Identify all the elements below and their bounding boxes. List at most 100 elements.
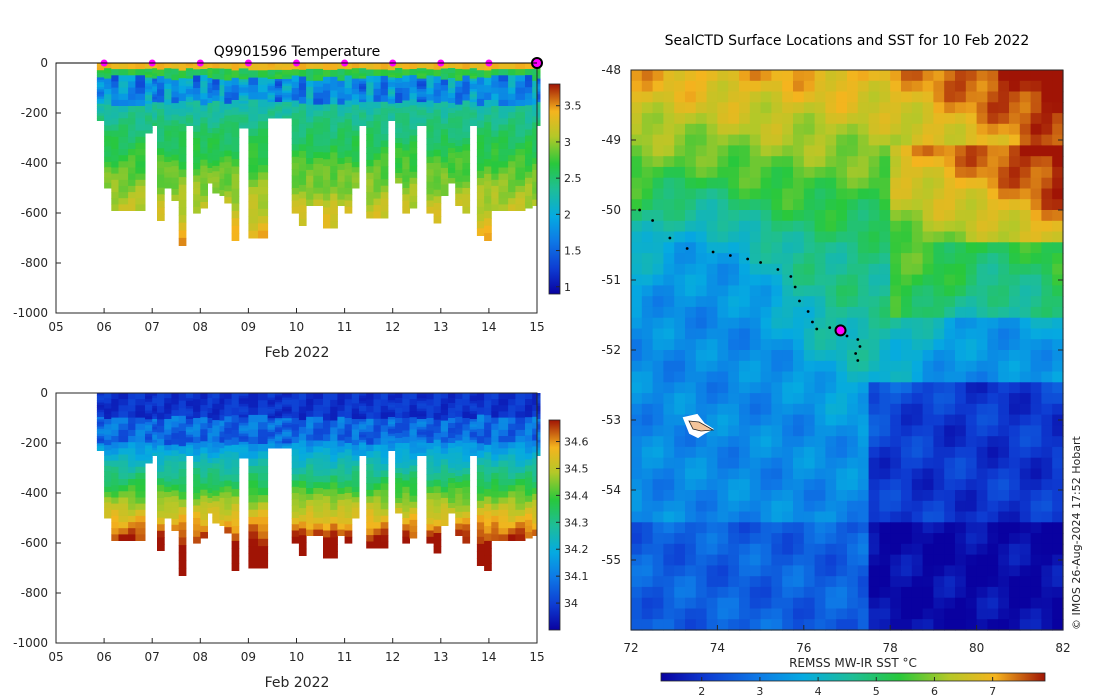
profile-cell bbox=[274, 104, 283, 108]
profile-cell bbox=[484, 63, 492, 71]
profile-cell bbox=[248, 495, 259, 503]
profile-cell bbox=[402, 69, 410, 77]
profile-cell bbox=[313, 470, 324, 477]
profile-cell bbox=[291, 63, 300, 70]
profile-cell bbox=[330, 503, 338, 511]
profile-cell bbox=[248, 201, 259, 210]
sst-cell bbox=[695, 156, 708, 168]
profile-cell bbox=[366, 127, 374, 135]
sst-cell bbox=[749, 317, 762, 330]
sst-cell bbox=[922, 91, 934, 103]
sst-cell bbox=[663, 382, 675, 394]
profile-cell bbox=[359, 122, 367, 126]
profile-cell bbox=[469, 68, 478, 72]
profile-cell bbox=[409, 495, 418, 503]
profile-cell bbox=[416, 411, 427, 415]
sst-cell bbox=[825, 511, 837, 523]
sst-cell bbox=[955, 220, 967, 233]
profile-cell bbox=[537, 439, 541, 443]
profile-cell bbox=[537, 117, 541, 121]
sst-cell bbox=[706, 457, 718, 470]
sst-cell bbox=[857, 576, 870, 588]
sst-cell bbox=[652, 554, 664, 566]
sst-cell bbox=[1052, 393, 1064, 405]
profile-cell bbox=[525, 489, 533, 497]
profile-cell bbox=[359, 398, 367, 402]
colorbar-tick-label: 34.3 bbox=[564, 516, 589, 529]
profile-cell bbox=[171, 427, 180, 434]
sst-cell bbox=[998, 446, 1010, 459]
sst-cell bbox=[825, 253, 837, 265]
sst-cell bbox=[976, 91, 988, 103]
sst-cell bbox=[868, 371, 880, 383]
profile-cell bbox=[351, 455, 360, 462]
sst-cell bbox=[901, 490, 913, 502]
sst-cell bbox=[706, 123, 718, 136]
profile-cell bbox=[433, 163, 442, 171]
profile-cell bbox=[185, 115, 194, 119]
profile-cell bbox=[193, 411, 201, 419]
sst-cell bbox=[933, 586, 945, 599]
sst-cell bbox=[793, 457, 805, 470]
sst-cell bbox=[771, 586, 783, 599]
sst-cell bbox=[933, 576, 945, 588]
profile-cell bbox=[515, 503, 526, 511]
profile-cell bbox=[330, 496, 338, 504]
profile-cell bbox=[515, 106, 526, 113]
sst-cell bbox=[955, 317, 967, 330]
profile-cell bbox=[440, 123, 449, 130]
profile-cell bbox=[532, 523, 538, 530]
profile-cell bbox=[455, 446, 463, 453]
profile-cell bbox=[491, 106, 499, 113]
profile-cell bbox=[491, 112, 499, 119]
profile-cell bbox=[298, 433, 307, 441]
profile-cell bbox=[416, 439, 427, 443]
profile-cell bbox=[337, 476, 346, 483]
profile-cell bbox=[231, 430, 240, 438]
profile-cell bbox=[395, 128, 403, 134]
sst-cell bbox=[739, 328, 751, 340]
colorbar-tick-label: 1 bbox=[564, 281, 571, 294]
profile-cell bbox=[212, 512, 220, 519]
profile-cell bbox=[207, 483, 213, 489]
sst-cell bbox=[922, 360, 934, 373]
sst-cell bbox=[631, 328, 643, 340]
profile-cell bbox=[238, 100, 249, 105]
sst-cell bbox=[1030, 317, 1042, 330]
profile-cell bbox=[366, 502, 374, 510]
sst-cell bbox=[868, 533, 880, 545]
sst-cell bbox=[803, 543, 816, 556]
profile-cell bbox=[455, 175, 463, 183]
sst-cell bbox=[749, 220, 762, 233]
profile-cell bbox=[525, 87, 533, 94]
profile-cell bbox=[476, 450, 485, 459]
profile-cell bbox=[525, 123, 533, 130]
sst-cell bbox=[955, 166, 967, 179]
sst-cell bbox=[652, 242, 664, 254]
profile-cell bbox=[508, 399, 516, 406]
profile-cell bbox=[532, 499, 538, 507]
profile-cell bbox=[157, 458, 165, 466]
sst-cell bbox=[868, 102, 880, 114]
profile-cell bbox=[323, 138, 331, 146]
sst-cell bbox=[933, 446, 945, 459]
sst-cell bbox=[922, 565, 934, 577]
sst-cell bbox=[922, 188, 934, 200]
profile-cell bbox=[387, 110, 396, 114]
profile-cell bbox=[323, 448, 331, 456]
sst-cell bbox=[674, 242, 686, 254]
sst-cell bbox=[803, 242, 816, 254]
profile-cell bbox=[462, 411, 471, 419]
profile-cell bbox=[491, 497, 499, 505]
profile-cell bbox=[532, 163, 538, 171]
sst-cell bbox=[641, 479, 654, 491]
profile-cell bbox=[402, 144, 410, 152]
profile-cell bbox=[200, 75, 208, 82]
profile-cell bbox=[238, 84, 249, 88]
profile-cell bbox=[476, 206, 485, 215]
profile-cell bbox=[532, 398, 538, 406]
profile-cell bbox=[525, 117, 533, 124]
profile-cell bbox=[323, 427, 331, 435]
profile-cell bbox=[248, 99, 259, 108]
profile-cell bbox=[224, 515, 232, 522]
